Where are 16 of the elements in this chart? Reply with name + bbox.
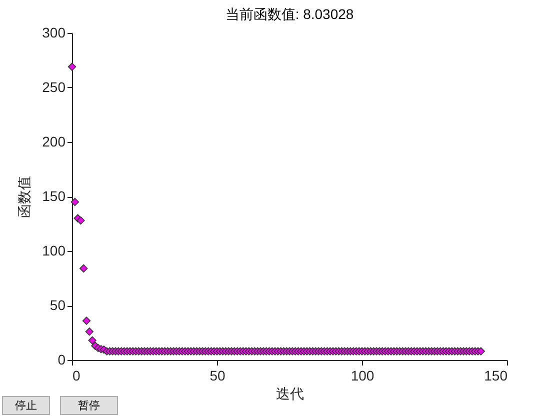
stop-button: 停止	[2, 396, 50, 415]
y-axis-title: 函数值	[16, 176, 32, 218]
y-tick-label: 100	[42, 242, 66, 258]
y-tick-label: 250	[42, 79, 66, 95]
x-tick-label: 100	[350, 368, 374, 384]
y-tick-label: 0	[58, 352, 66, 368]
y-tick-label: 200	[42, 134, 66, 150]
y-tick-label: 150	[42, 188, 66, 204]
y-tick-label: 300	[42, 24, 66, 40]
y-tick-label: 50	[50, 297, 66, 313]
x-axis-title: 迭代	[276, 386, 304, 402]
chart-title: 当前函数值: 8.03028	[225, 6, 354, 22]
pause-button: 暂停	[60, 396, 118, 415]
x-tick-label: 150	[484, 368, 508, 384]
x-tick-label: 50	[210, 368, 226, 384]
x-tick-label: 0	[72, 368, 80, 384]
